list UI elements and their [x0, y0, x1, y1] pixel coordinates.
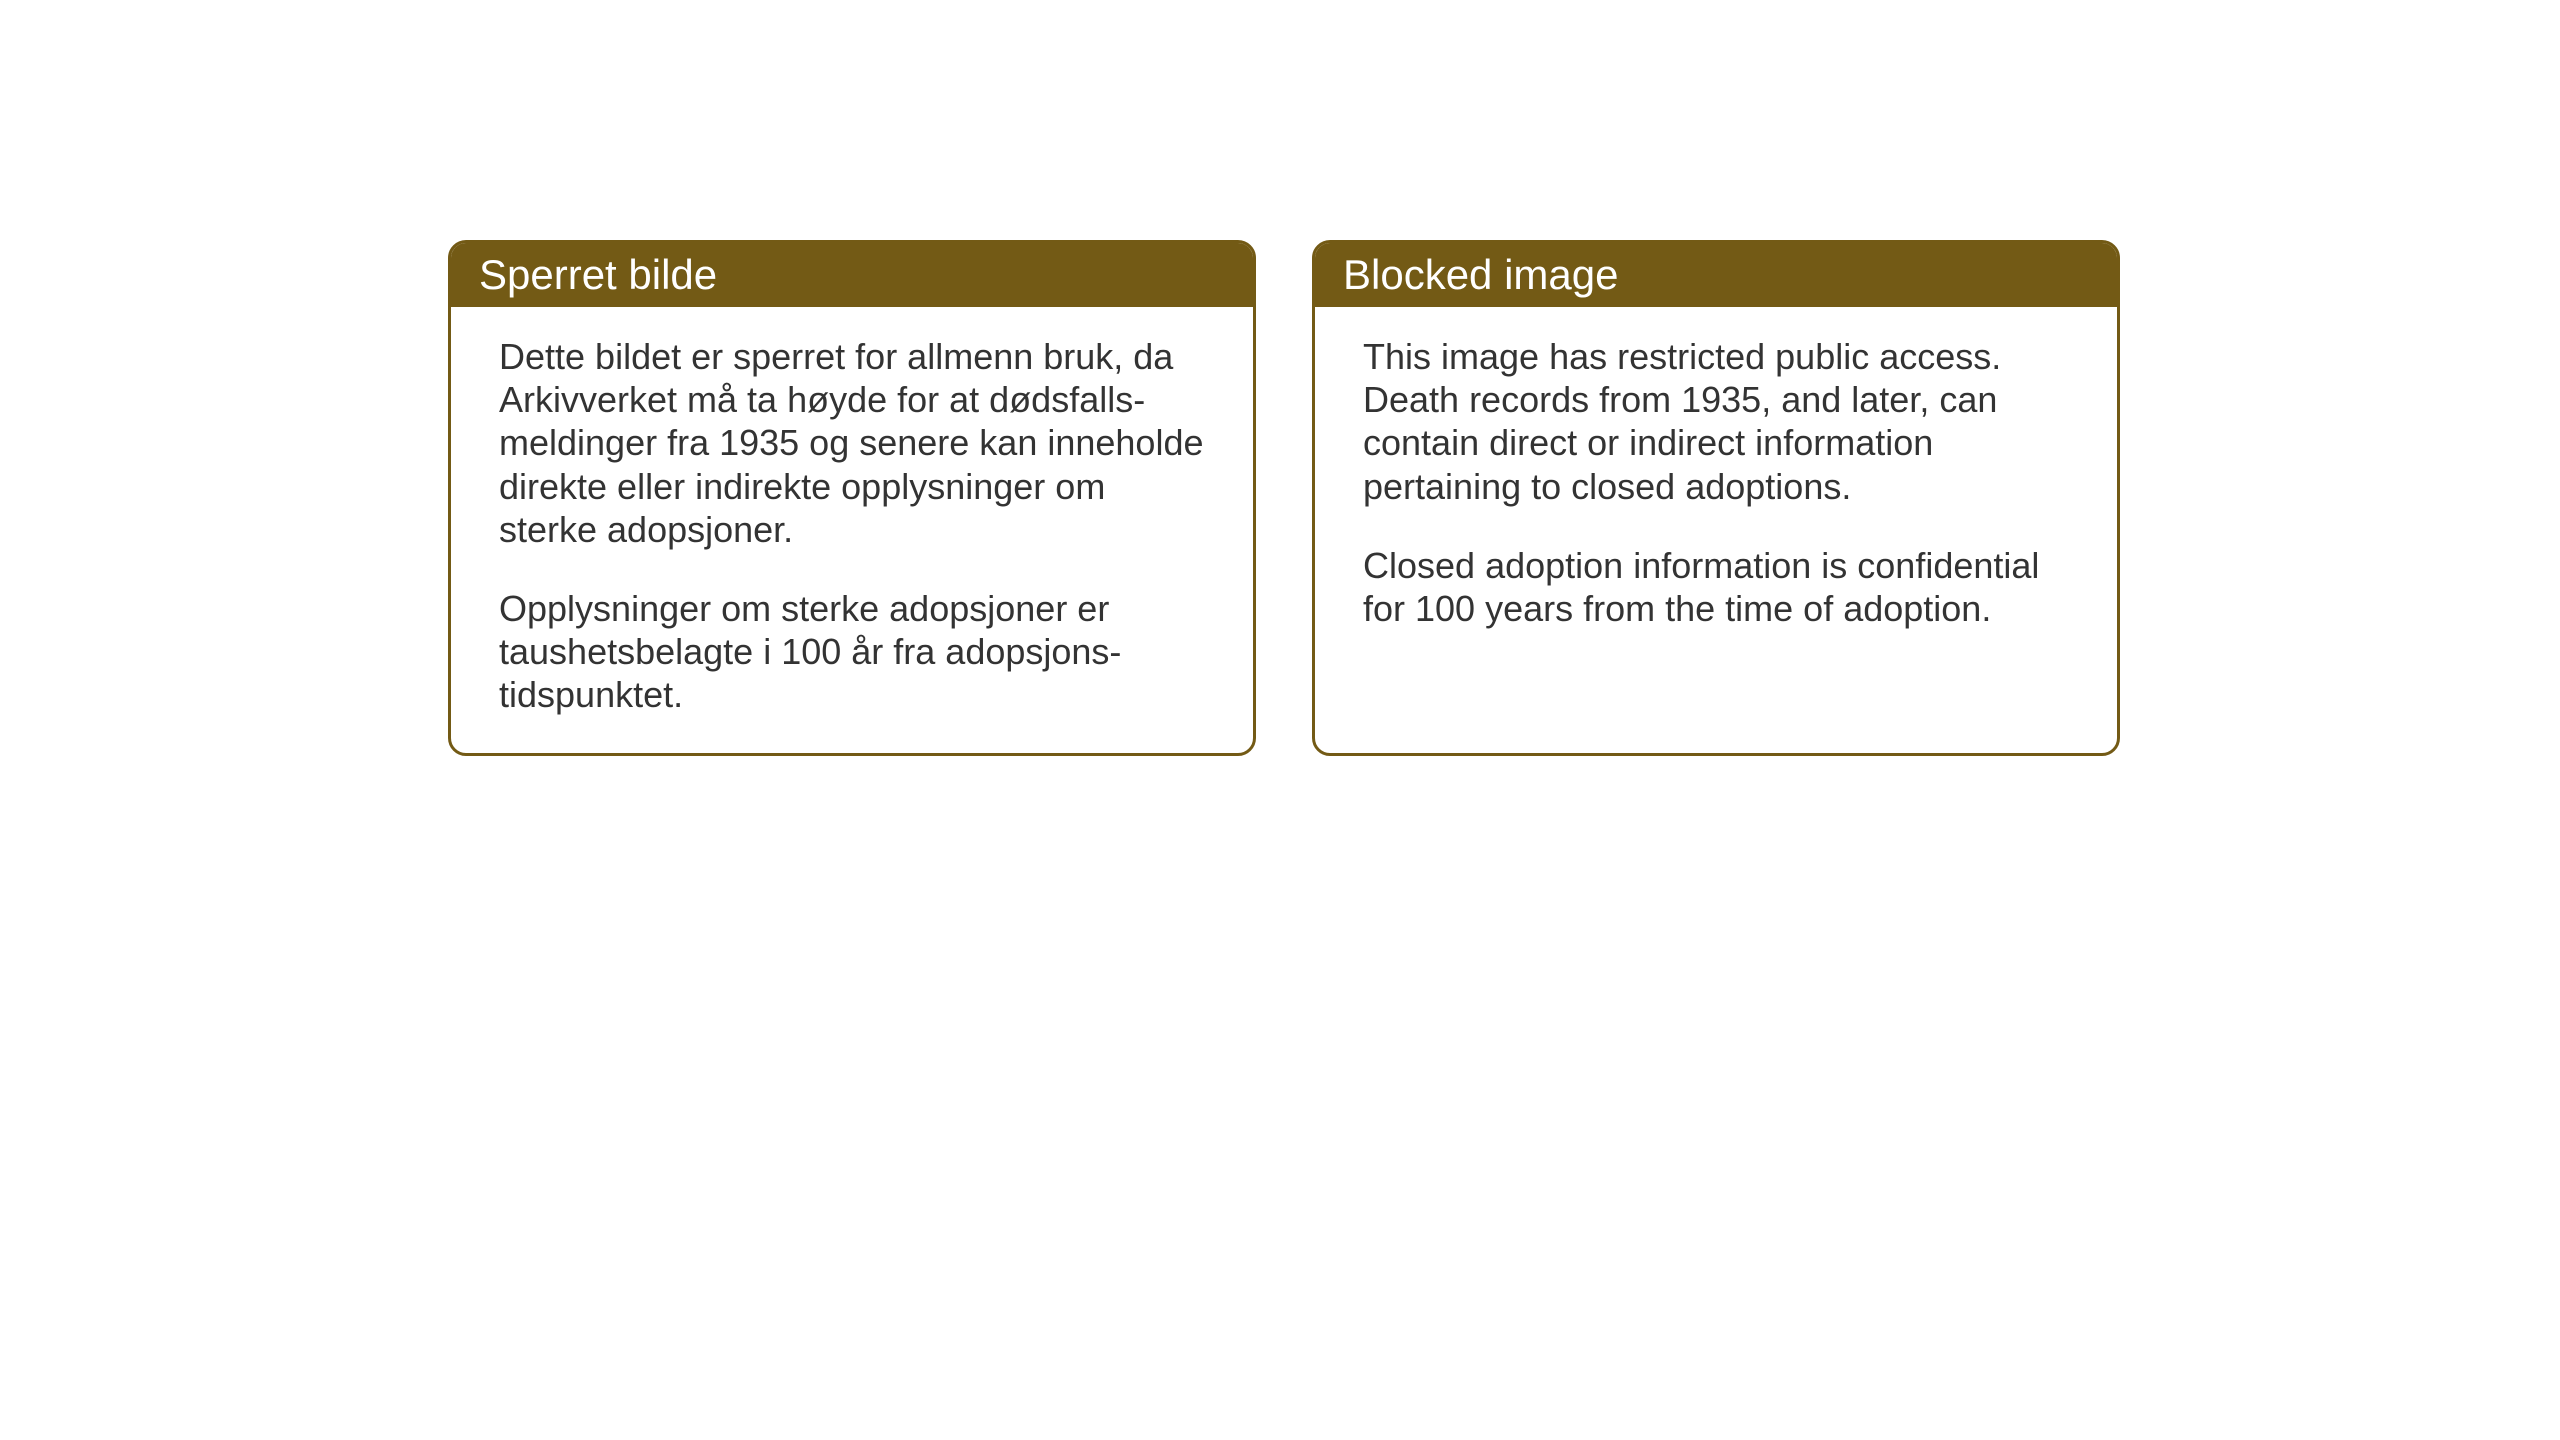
norwegian-paragraph-2: Opplysninger om sterke adopsjoner er tau…	[499, 587, 1205, 717]
norwegian-notice-card: Sperret bilde Dette bildet er sperret fo…	[448, 240, 1256, 756]
english-card-title: Blocked image	[1315, 243, 2117, 307]
english-paragraph-1: This image has restricted public access.…	[1363, 335, 2069, 508]
norwegian-card-title: Sperret bilde	[451, 243, 1253, 307]
english-paragraph-2: Closed adoption information is confident…	[1363, 544, 2069, 630]
english-notice-card: Blocked image This image has restricted …	[1312, 240, 2120, 756]
norwegian-card-body: Dette bildet er sperret for allmenn bruk…	[451, 307, 1253, 753]
english-card-body: This image has restricted public access.…	[1315, 307, 2117, 666]
norwegian-paragraph-1: Dette bildet er sperret for allmenn bruk…	[499, 335, 1205, 551]
notice-container: Sperret bilde Dette bildet er sperret fo…	[448, 240, 2120, 756]
